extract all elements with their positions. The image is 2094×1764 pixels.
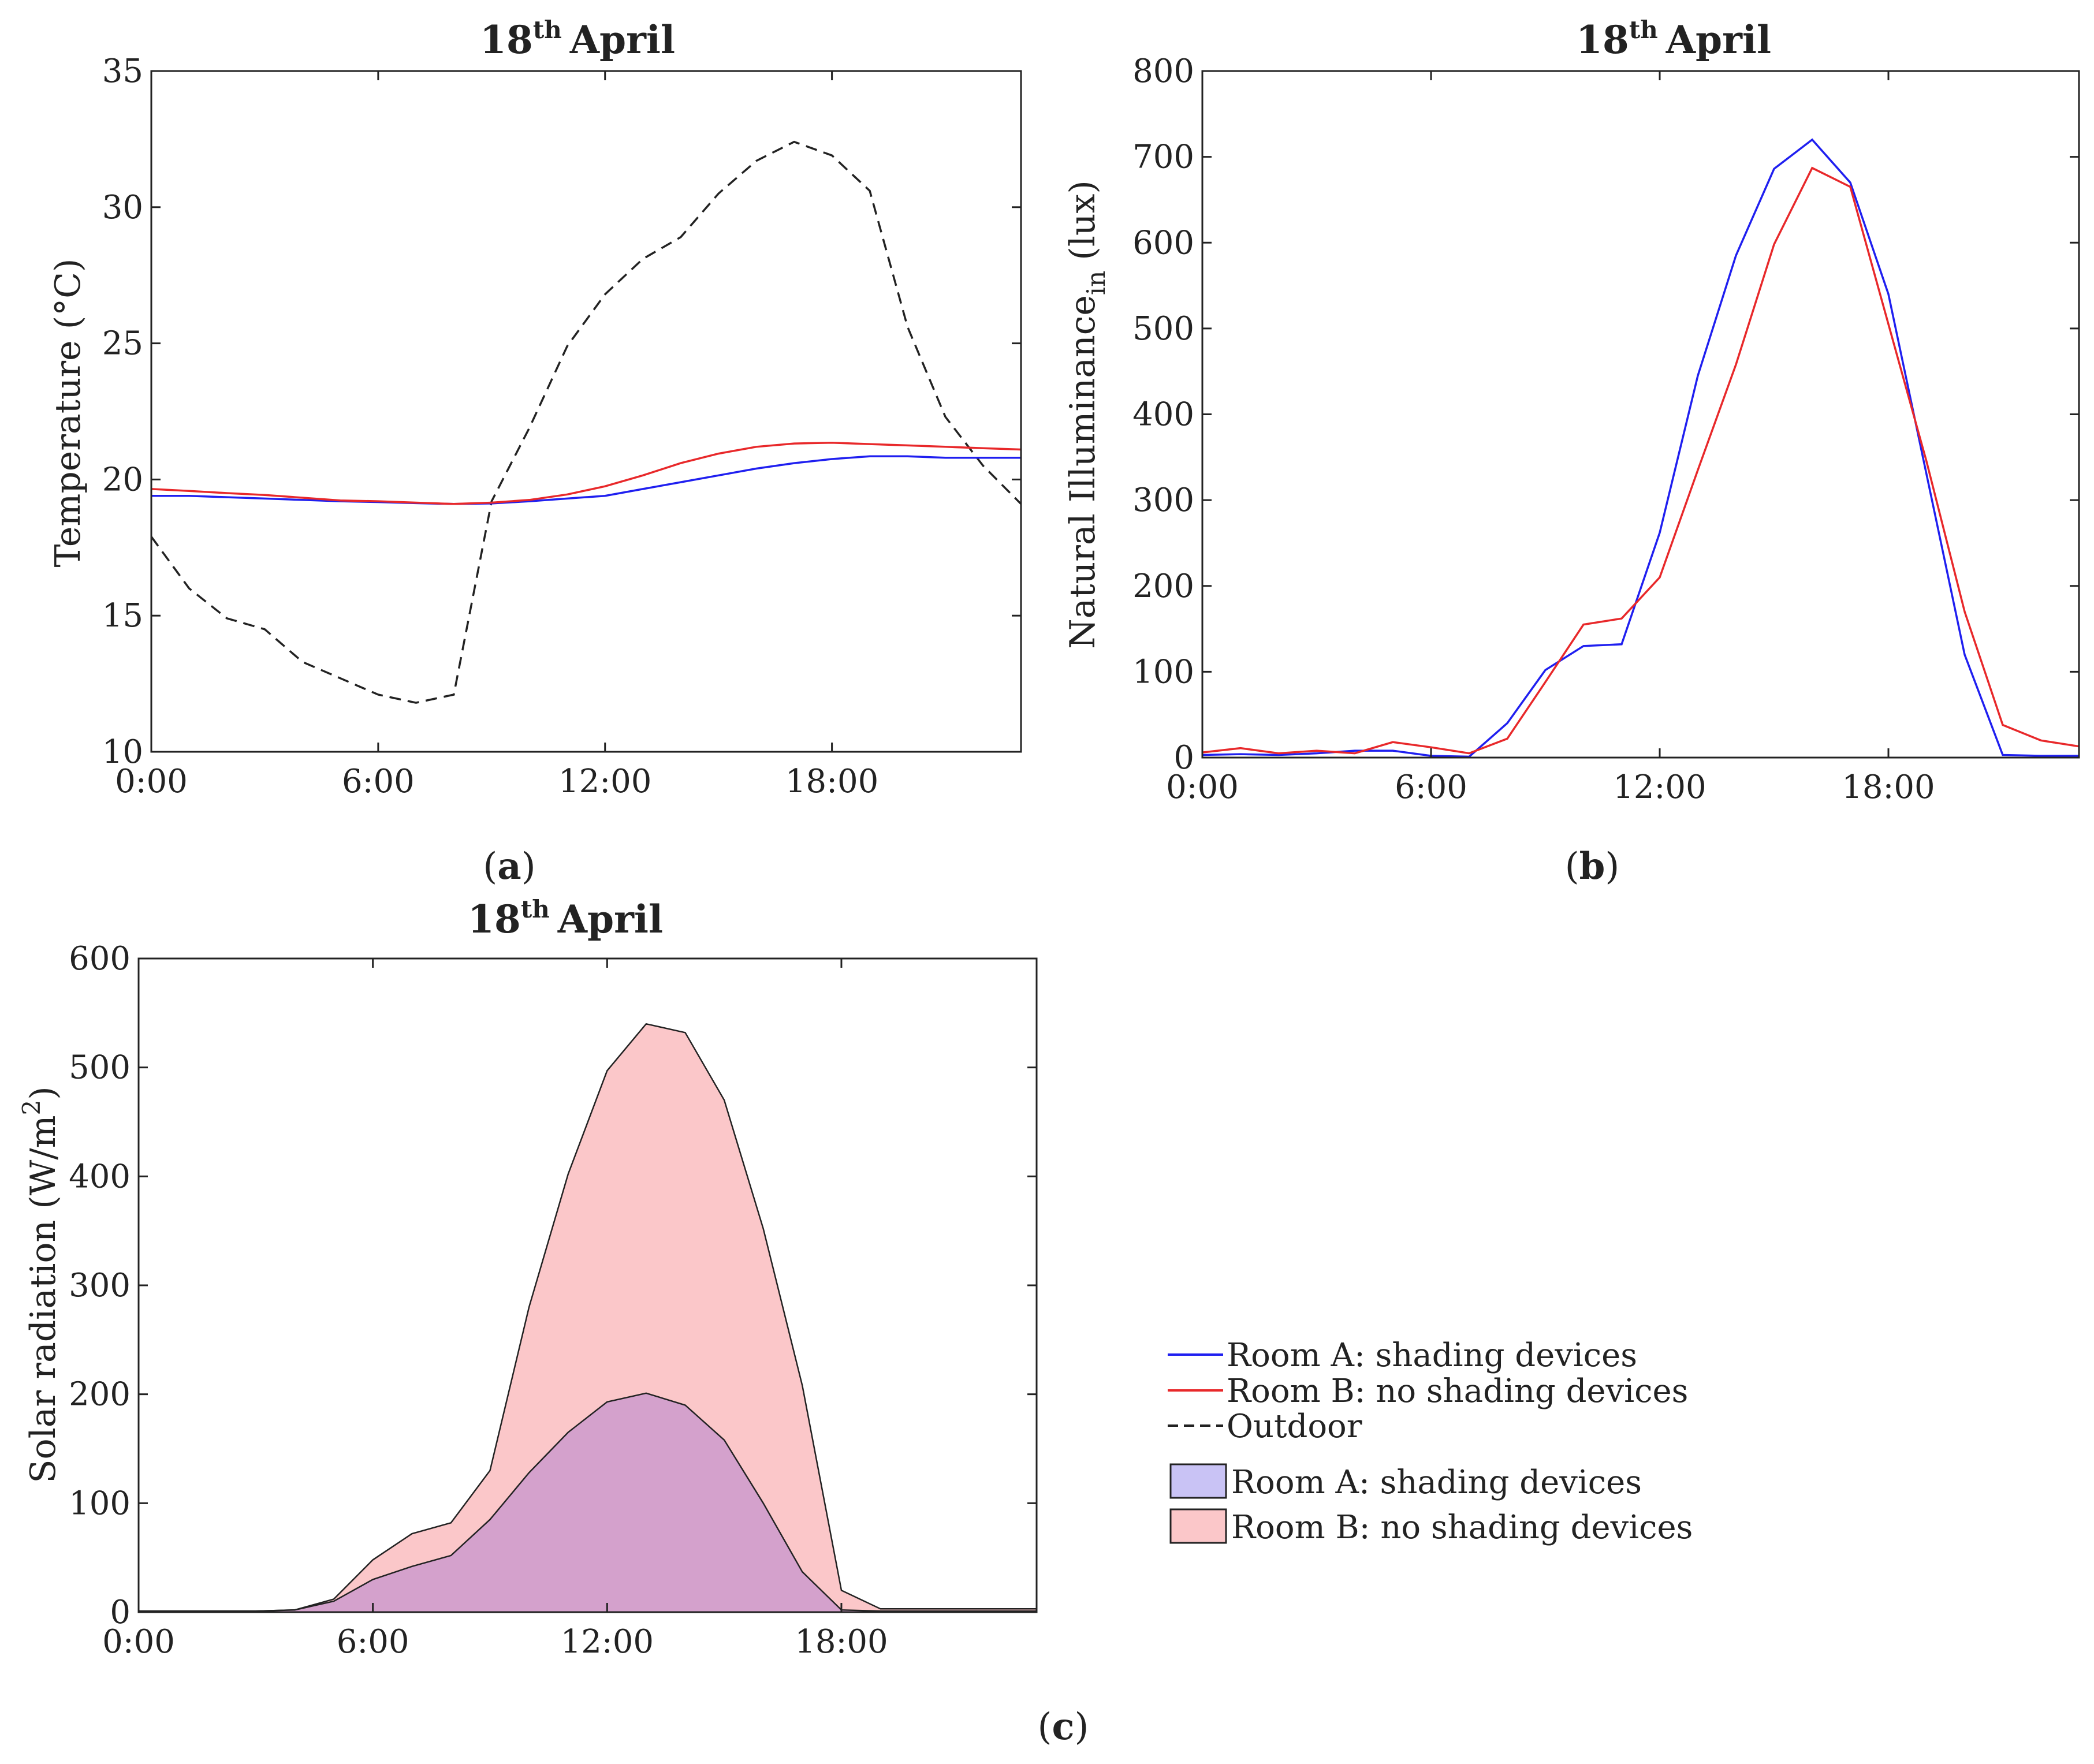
x-tick-label: 12:00 <box>561 1623 654 1661</box>
legend-label-room-b-line: Room B: no shading devices <box>1227 1373 1688 1410</box>
y-tick-label: 100 <box>1132 653 1194 691</box>
y-tick-label: 0 <box>1173 739 1194 777</box>
y-tick-label: 30 <box>102 189 143 226</box>
series-line-b-1 <box>1202 166 2079 755</box>
legend-swatch-room-a-area <box>1169 1463 1227 1499</box>
chart-a-axes-box <box>150 70 1022 753</box>
chart-c-title: 18th April <box>468 895 663 942</box>
y-tick-label: 0 <box>110 1594 131 1631</box>
chart-b-illuminance: 18th April Natural Illuminancein(lux) 0:0… <box>1063 16 2080 888</box>
legend-label-room-a-area: Room A: shading devices <box>1231 1464 1642 1501</box>
chart-b-series <box>1202 138 2079 758</box>
x-tick-label: 0:00 <box>102 1623 175 1661</box>
chart-c-series <box>139 1023 1037 1612</box>
y-tick-label: 500 <box>1132 310 1194 348</box>
area-room-a <box>139 1392 1037 1612</box>
x-tick-label: 6:00 <box>342 763 415 800</box>
x-tick-label: 6:00 <box>337 1623 409 1661</box>
y-tick-label: 200 <box>69 1376 131 1414</box>
chart-c-solar-radiation: 18th April Solar radiation (W/m2) 0:00 6:0… <box>17 895 1089 1748</box>
chart-a-ylabel: Temperature (°C) <box>48 259 88 568</box>
x-tick-label: 18:00 <box>1842 769 1935 806</box>
y-tick-label: 700 <box>1132 139 1194 176</box>
series-line-a-1 <box>151 455 1021 505</box>
y-tick-label: 300 <box>69 1267 131 1304</box>
legend-entry-room-b-line: Room B: no shading devices <box>1168 1373 1688 1410</box>
legend-entry-room-a-line: Room A: shading devices <box>1168 1337 1637 1374</box>
chart-a-panel-label: (a) <box>483 845 535 888</box>
x-tick-label: 18:00 <box>795 1623 888 1661</box>
legend: Room A: shading devices Room B: no shadi… <box>1168 1337 1693 1546</box>
y-tick-label: 600 <box>69 940 131 978</box>
legend-entry-room-b-area: Room B: no shading devices <box>1169 1508 1693 1546</box>
chart-b-title: 18th April <box>1576 16 1771 62</box>
x-tick-label: 6:00 <box>1395 769 1467 806</box>
series-line-a-2 <box>151 441 1021 505</box>
chart-a-title: 18th April <box>480 16 675 62</box>
y-tick-label: 400 <box>1132 396 1194 434</box>
y-tick-label: 200 <box>1132 568 1194 605</box>
chart-b-plot: 0:00 6:00 12:00 18:00 0 100 200 300 400 500 600 700… <box>1132 53 2080 806</box>
legend-swatch-room-b-area <box>1169 1508 1227 1544</box>
chart-c-plot: 0:00 6:00 12:00 18:00 0 100 200 300 400 500 600 <box>69 940 1038 1661</box>
x-tick-label: 0:00 <box>115 763 188 800</box>
chart-a-temperature: 18th April Temperature (°C) 0:00 6:00 12:00… <box>48 16 1022 888</box>
legend-label-outdoor: Outdoor <box>1227 1408 1362 1445</box>
y-tick-label: 100 <box>69 1485 131 1522</box>
y-tick-label: 20 <box>102 461 143 498</box>
y-tick-label: 500 <box>69 1049 131 1087</box>
series-line-a-0 <box>151 140 1021 704</box>
y-tick-label: 300 <box>1132 482 1194 519</box>
legend-entry-room-a-area: Room A: shading devices <box>1169 1463 1642 1501</box>
x-tick-label: 18:00 <box>785 763 878 800</box>
chart-b-panel-label: (b) <box>1565 845 1620 888</box>
x-tick-label: 12:00 <box>1613 769 1706 806</box>
y-tick-label: 15 <box>102 597 143 635</box>
x-tick-label: 0:00 <box>1166 769 1239 806</box>
y-tick-label: 35 <box>102 53 143 90</box>
chart-c-ylabel: Solar radiation (W/m2) <box>17 1086 64 1483</box>
y-tick-label: 800 <box>1132 53 1194 90</box>
y-tick-label: 400 <box>69 1158 131 1195</box>
y-tick-label: 10 <box>102 733 143 771</box>
legend-label-room-a-line: Room A: shading devices <box>1227 1337 1637 1374</box>
chart-b-axes-box <box>1201 70 2080 759</box>
chart-c-panel-label: (c) <box>1038 1705 1089 1748</box>
x-tick-label: 12:00 <box>558 763 651 800</box>
legend-label-room-b-area: Room B: no shading devices <box>1231 1509 1693 1546</box>
chart-a-plot: 0:00 6:00 12:00 18:00 10 15 20 25 30 35 <box>102 53 1022 800</box>
series-line-b-0 <box>1202 138 2079 758</box>
y-tick-label: 600 <box>1132 224 1194 262</box>
y-tick-label: 25 <box>102 325 143 363</box>
legend-entry-outdoor: Outdoor <box>1168 1408 1362 1445</box>
chart-a-series <box>151 140 1021 704</box>
chart-b-ylabel: Natural Illuminancein(lux) <box>1063 180 1111 649</box>
